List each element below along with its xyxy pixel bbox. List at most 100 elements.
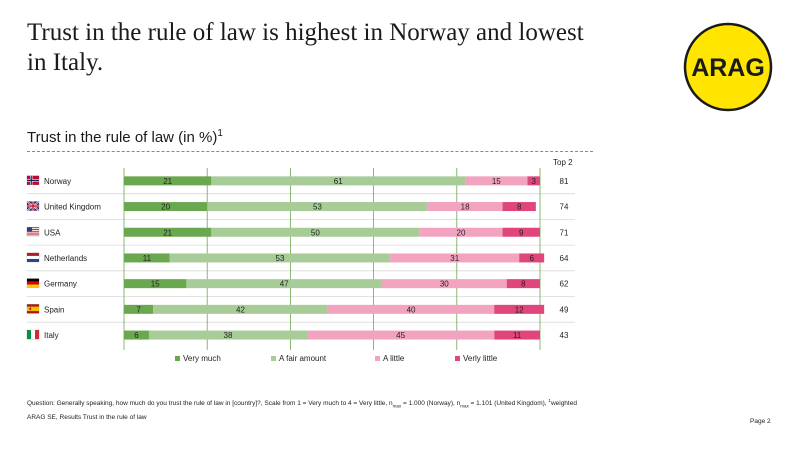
segment-fair-amount [207, 202, 428, 212]
data-label: 30 [440, 280, 449, 289]
data-label: 11 [143, 254, 152, 263]
flag-part [27, 230, 39, 232]
segment-fair-amount [148, 330, 308, 340]
top2-value: 43 [560, 331, 569, 340]
data-label: 18 [461, 203, 470, 212]
flag-part [27, 278, 39, 282]
data-label: 6 [529, 254, 534, 263]
data-label: 42 [236, 305, 245, 314]
country-label: Spain [44, 305, 64, 314]
top2-value: 74 [560, 203, 569, 212]
legend-label: A little [383, 354, 405, 363]
top2-value: 49 [560, 305, 569, 314]
flag-part [27, 258, 39, 262]
segment-very-little [494, 330, 540, 340]
source-note: ARAG SE, Results Trust in the rule of la… [27, 414, 147, 421]
legend-label: Verly little [463, 354, 498, 363]
segment-very-little [494, 304, 545, 314]
data-label: 53 [276, 254, 285, 263]
segment-fair-amount [169, 253, 391, 263]
segment-a-little [381, 279, 507, 289]
flag-part [31, 330, 35, 340]
data-label: 61 [334, 177, 343, 186]
chart-legend: Very much A fair amount A little Verly l… [175, 354, 497, 363]
data-label: 21 [163, 177, 172, 186]
flag-part [27, 330, 31, 340]
segment-very-little [502, 227, 540, 237]
flag-part [27, 205, 39, 207]
segment-very-much [124, 304, 154, 314]
logo-text: ARAG [691, 54, 765, 82]
data-label: 12 [515, 305, 524, 314]
legend-item-fair-amount: A fair amount [271, 354, 375, 363]
flag-part [27, 232, 39, 234]
data-label: 8 [521, 280, 526, 289]
chart-title: Trust in the rule of law (in %)1 [27, 128, 223, 146]
segment-fair-amount [153, 304, 328, 314]
data-label: 21 [163, 228, 172, 237]
data-label: 50 [311, 228, 320, 237]
segment-very-little [527, 176, 540, 186]
flag-part [29, 307, 32, 310]
segment-very-much [124, 202, 208, 212]
flag-part [27, 306, 39, 312]
data-label: 45 [396, 331, 405, 340]
legend-swatch [175, 356, 180, 361]
segment-a-little [427, 202, 503, 212]
segment-very-much [124, 227, 212, 237]
country-label: Norway [44, 177, 71, 186]
legend-item-very-little: Verly little [455, 354, 497, 363]
country-label: Germany [44, 280, 77, 289]
data-label: 7 [136, 305, 141, 314]
segment-very-much [124, 176, 212, 186]
segment-very-much [124, 330, 149, 340]
segment-a-little [465, 176, 528, 186]
flag-part [35, 330, 39, 340]
segment-very-little [519, 253, 545, 263]
segment-fair-amount [211, 176, 466, 186]
data-label: 31 [450, 254, 459, 263]
segment-fair-amount [211, 227, 420, 237]
legend-label: A fair amount [279, 354, 327, 363]
arag-logo: ARAG [683, 22, 773, 112]
flag-part [27, 227, 32, 232]
country-label: United Kingdom [44, 203, 101, 212]
data-label: 40 [407, 305, 416, 314]
data-label: 20 [161, 203, 170, 212]
segment-very-much [124, 279, 187, 289]
segment-a-little [390, 253, 520, 263]
flag-part [27, 252, 39, 256]
flag-part [27, 179, 39, 181]
data-label: 15 [151, 280, 160, 289]
divider [27, 151, 593, 152]
top2-header: Top 2 [553, 158, 573, 167]
data-label: 53 [313, 203, 322, 212]
top2-value: 64 [560, 254, 569, 263]
country-label: USA [44, 228, 61, 237]
data-label: 8 [517, 203, 522, 212]
legend-swatch [455, 356, 460, 361]
segment-a-little [419, 227, 503, 237]
data-label: 20 [457, 228, 466, 237]
flag-part [27, 255, 39, 259]
question-note: Question: Generally speaking, how much d… [27, 398, 577, 409]
data-label: 15 [492, 177, 501, 186]
segment-a-little [307, 330, 495, 340]
legend-item-very-much: Very much [175, 354, 271, 363]
data-label: 6 [134, 331, 139, 340]
segment-fair-amount [186, 279, 382, 289]
flag-part [27, 227, 39, 229]
flag-part [27, 284, 39, 288]
segment-very-much [124, 253, 170, 263]
data-label: 11 [513, 331, 522, 340]
country-label: Netherlands [44, 254, 87, 263]
flag-part [27, 281, 39, 285]
page-number: Page 2 [750, 418, 771, 425]
country-label: Italy [44, 331, 59, 340]
data-label: 3 [532, 177, 537, 186]
segment-very-little [502, 202, 536, 212]
top2-value: 81 [560, 177, 569, 186]
legend-label: Very much [183, 354, 221, 363]
segment-very-little [506, 279, 540, 289]
